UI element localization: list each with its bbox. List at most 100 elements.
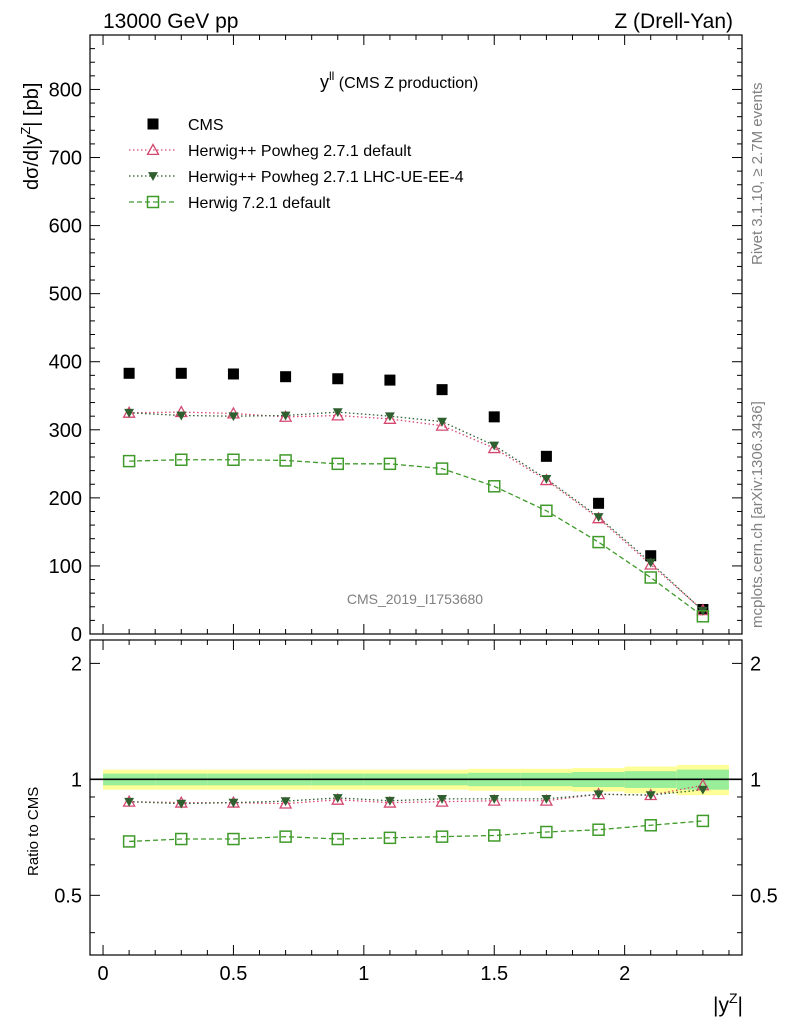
- series-2-ratio-point: [176, 799, 187, 809]
- series-3-point: [122, 454, 136, 468]
- legend-marker-0: [147, 118, 159, 130]
- series-2-ratio-point: [541, 795, 552, 804]
- series-3-point: [696, 610, 710, 623]
- series-3-ratio-point: [540, 825, 553, 839]
- series-2-ratio-point: [489, 795, 500, 804]
- ratio-y-tick-label-right: 2: [750, 653, 761, 675]
- y-tick-label: 400: [49, 352, 82, 374]
- y-tick-label: 800: [49, 79, 82, 101]
- x-tick-label: 1.5: [480, 963, 508, 985]
- series-3-point: [331, 457, 345, 471]
- x-tick-label: 0.5: [220, 963, 248, 985]
- series-1-point: [331, 408, 345, 421]
- ratio-y-axis-title: Ratio to CMS: [25, 787, 42, 876]
- series-2-point: [332, 408, 343, 418]
- series-3-ratio-point: [122, 835, 136, 848]
- y-tick-label: 600: [49, 216, 82, 238]
- legend-marker-2: [148, 172, 158, 181]
- x-tick-label: 1: [358, 963, 369, 985]
- series-3-ratio-point: [487, 829, 501, 842]
- ratio-y-tick-label: 2: [71, 653, 82, 675]
- series-0-point: [123, 367, 135, 379]
- series-2-point: [384, 412, 395, 422]
- series-3-ratio-point: [435, 830, 449, 843]
- x-axis-title: |yZ|: [713, 990, 743, 1017]
- series-3-ratio-point: [696, 814, 710, 828]
- series-2-ratio-point: [645, 791, 656, 801]
- series-3-point: [592, 535, 605, 549]
- series-3-point: [227, 453, 240, 466]
- series-3-point: [435, 462, 449, 475]
- y-tick-label: 500: [49, 284, 82, 306]
- ratio-y-tick-label-right: 0.5: [750, 885, 778, 907]
- series-2-main-line: [129, 411, 704, 612]
- series-3-ratio-point: [644, 819, 657, 832]
- header-right: Z (Drell-Yan): [614, 10, 733, 33]
- series-2-point: [176, 411, 187, 421]
- series-2-point: [541, 474, 552, 484]
- series-3-ratio-point: [383, 831, 397, 845]
- series-3-ratio-point: [279, 830, 292, 843]
- series-1-main-line: [129, 411, 704, 611]
- series-0-point: [436, 384, 448, 396]
- series-1-ratio-point: [435, 794, 449, 807]
- mcplots-label: mcplots.cern.ch [arXiv:1306.3436]: [749, 401, 766, 628]
- main-y-axis-title: dσ/d|yZ| [pb]: [18, 83, 43, 190]
- series-3-point: [175, 453, 188, 466]
- series-3-ratio-point: [592, 823, 605, 836]
- series-3-ratio-point: [331, 832, 345, 846]
- series-0-point: [332, 373, 344, 385]
- ratio-y-tick-label: 1: [71, 769, 82, 791]
- series-2-ratio-point: [228, 798, 239, 808]
- series-2-ratio-line: [129, 789, 703, 805]
- x-tick-label: 0: [97, 963, 108, 985]
- series-1-ratio-point: [278, 796, 293, 809]
- series-2-point: [645, 558, 656, 568]
- series-2-ratio-point: [593, 790, 604, 800]
- series-0-point: [540, 450, 552, 462]
- legend-label-1: Herwig++ Powheg 2.7.1 default: [188, 143, 412, 160]
- ratio-y-tick-label-right: 1: [750, 769, 761, 791]
- y-tick-label: 200: [49, 488, 82, 510]
- series-3-ratio-line: [129, 820, 703, 843]
- legend-label-0: CMS: [188, 117, 224, 134]
- series-3-point: [279, 454, 292, 467]
- series-1-point: [487, 441, 501, 454]
- series-1-ratio-point: [331, 792, 345, 805]
- series-2-ratio-point: [124, 797, 135, 807]
- x-tick-label: 2: [619, 963, 630, 985]
- series-1-point: [591, 511, 606, 524]
- legend-marker-3: [146, 195, 160, 209]
- series-2-ratio-point: [697, 785, 708, 795]
- plot-title: yll (CMS Z production): [320, 69, 478, 92]
- legend-label-2: Herwig++ Powheg 2.7.1 LHC-UE-EE-4: [188, 169, 464, 186]
- series-2-point: [280, 411, 291, 421]
- series-2-point: [593, 513, 604, 522]
- series-0-point: [227, 368, 239, 380]
- y-tick-label: 100: [49, 556, 82, 578]
- series-0-point: [593, 497, 605, 509]
- series-2-point: [228, 412, 239, 422]
- series-0-point: [645, 550, 657, 562]
- series-0-point: [384, 374, 396, 386]
- series-3-point: [487, 480, 501, 493]
- series-2-ratio-point: [332, 794, 343, 803]
- rivet-label: Rivet 3.1.10, ≥ 2.7M events: [749, 83, 766, 266]
- series-3-point: [383, 457, 397, 471]
- analysis-watermark: CMS_2019_I1753680: [347, 591, 483, 607]
- series-1-point: [539, 473, 554, 486]
- series-3-ratio-point: [227, 832, 240, 846]
- series-2-point: [437, 417, 448, 427]
- series-1-ratio-point: [487, 793, 501, 806]
- ratio-frame: [89, 639, 743, 956]
- series-2-ratio-point: [280, 797, 291, 807]
- y-tick-label: 0: [71, 624, 82, 646]
- series-1-point: [278, 410, 293, 422]
- series-3-main-line: [129, 459, 704, 617]
- header-left: 13000 GeV pp: [103, 10, 238, 33]
- series-1-ratio-point: [383, 795, 397, 808]
- legend-marker-1: [146, 143, 160, 156]
- series-1-point: [383, 412, 397, 424]
- series-0-point: [280, 371, 292, 383]
- series-0-point: [175, 367, 187, 379]
